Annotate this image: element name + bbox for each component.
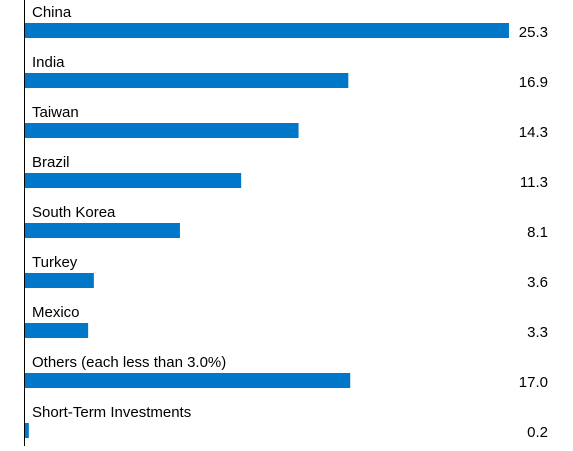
bar-south-korea xyxy=(25,223,180,238)
category-label-brazil: Brazil xyxy=(32,154,70,171)
bar-turkey xyxy=(25,273,94,288)
category-labels-group: China India Taiwan Brazil South Korea Turkey M… xyxy=(32,4,226,421)
bar-taiwan xyxy=(25,123,299,138)
value-label-others-each-less-than-3-0: 17.0 xyxy=(519,374,548,391)
bar-mexico xyxy=(25,323,89,338)
value-label-mexico: 3.3 xyxy=(527,324,548,341)
category-label-south-korea: South Korea xyxy=(32,204,116,221)
value-label-brazil: 11.3 xyxy=(520,174,548,191)
bar-short-term-investments xyxy=(25,423,29,438)
bar-others-each-less-than-3-0 xyxy=(25,373,351,388)
value-label-short-term-investments: 0.2 xyxy=(527,424,548,441)
category-label-turkey: Turkey xyxy=(32,254,78,271)
category-label-mexico: Mexico xyxy=(32,304,80,321)
bar-china xyxy=(25,23,509,38)
category-label-others-each-less-than-3-0: Others (each less than 3.0%) xyxy=(32,354,226,371)
value-label-china: 25.3 xyxy=(519,24,548,41)
value-label-india: 16.9 xyxy=(519,74,548,91)
bar-brazil xyxy=(25,173,242,188)
value-labels-group: 25.3 16.9 14.3 11.3 8.1 3.6 3.3 17.0 0.2 xyxy=(519,24,548,441)
value-label-taiwan: 14.3 xyxy=(519,124,548,141)
category-label-india: India xyxy=(32,54,65,71)
value-label-south-korea: 8.1 xyxy=(527,224,548,241)
category-label-china: China xyxy=(32,4,72,21)
category-label-taiwan: Taiwan xyxy=(32,104,79,121)
category-label-short-term-investments: Short-Term Investments xyxy=(32,404,191,421)
bar-india xyxy=(25,73,349,88)
bars-group xyxy=(25,23,509,438)
value-label-turkey: 3.6 xyxy=(527,274,548,291)
